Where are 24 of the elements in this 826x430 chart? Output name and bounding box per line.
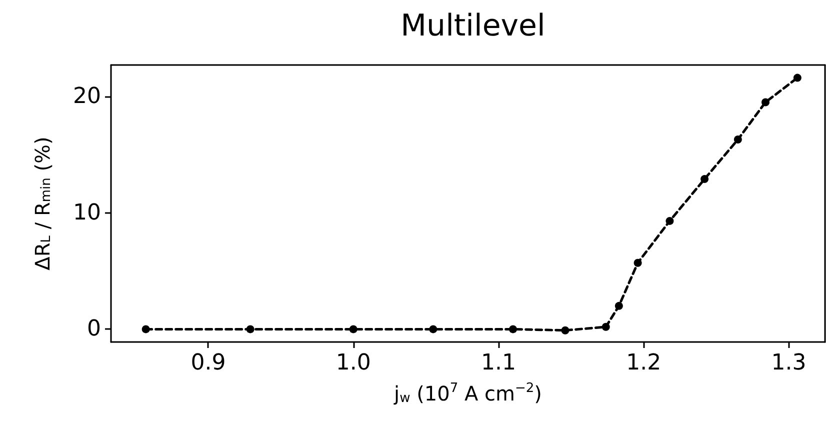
point bbox=[246, 325, 254, 334]
x-tick-label: 1.0 bbox=[336, 350, 371, 376]
x-tick-label: 1.3 bbox=[771, 350, 806, 376]
point bbox=[508, 325, 517, 334]
point bbox=[734, 135, 742, 144]
chart-title: Multilevel bbox=[400, 8, 546, 44]
y-tick-label: 20 bbox=[73, 84, 101, 109]
x-tick-label: 1.1 bbox=[480, 350, 516, 376]
x-tick-label: 1.2 bbox=[626, 350, 662, 376]
y-tick-label: 0 bbox=[87, 316, 101, 342]
point bbox=[700, 175, 709, 184]
point bbox=[762, 98, 770, 106]
point bbox=[561, 326, 570, 334]
y-tick-label: 10 bbox=[73, 200, 101, 226]
point bbox=[634, 258, 642, 267]
point bbox=[666, 216, 674, 225]
point bbox=[602, 322, 610, 331]
point bbox=[793, 74, 802, 82]
point bbox=[142, 325, 150, 334]
point bbox=[614, 302, 623, 310]
point bbox=[349, 325, 358, 334]
y-axis-title: ΔRL / Rmin (%) bbox=[30, 136, 54, 270]
x-tick-label: 0.9 bbox=[190, 350, 226, 376]
point bbox=[429, 325, 438, 334]
